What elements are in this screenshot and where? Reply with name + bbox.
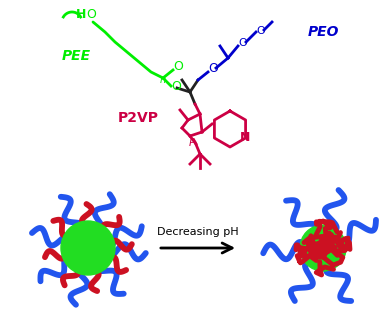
Text: O: O xyxy=(256,26,265,36)
Text: n: n xyxy=(160,75,166,85)
Circle shape xyxy=(300,225,346,271)
Text: O: O xyxy=(238,38,247,48)
Circle shape xyxy=(61,221,115,275)
Text: H: H xyxy=(76,8,86,21)
Text: PEO: PEO xyxy=(308,25,339,39)
Text: Decreasing pH: Decreasing pH xyxy=(157,227,239,237)
Text: O: O xyxy=(171,80,181,93)
Text: PEE: PEE xyxy=(62,49,91,63)
Text: P2VP: P2VP xyxy=(118,111,159,125)
Text: O: O xyxy=(208,62,218,75)
Text: P: P xyxy=(189,138,195,148)
Text: O: O xyxy=(173,60,183,73)
Text: N: N xyxy=(240,131,250,144)
Text: O: O xyxy=(86,8,96,21)
